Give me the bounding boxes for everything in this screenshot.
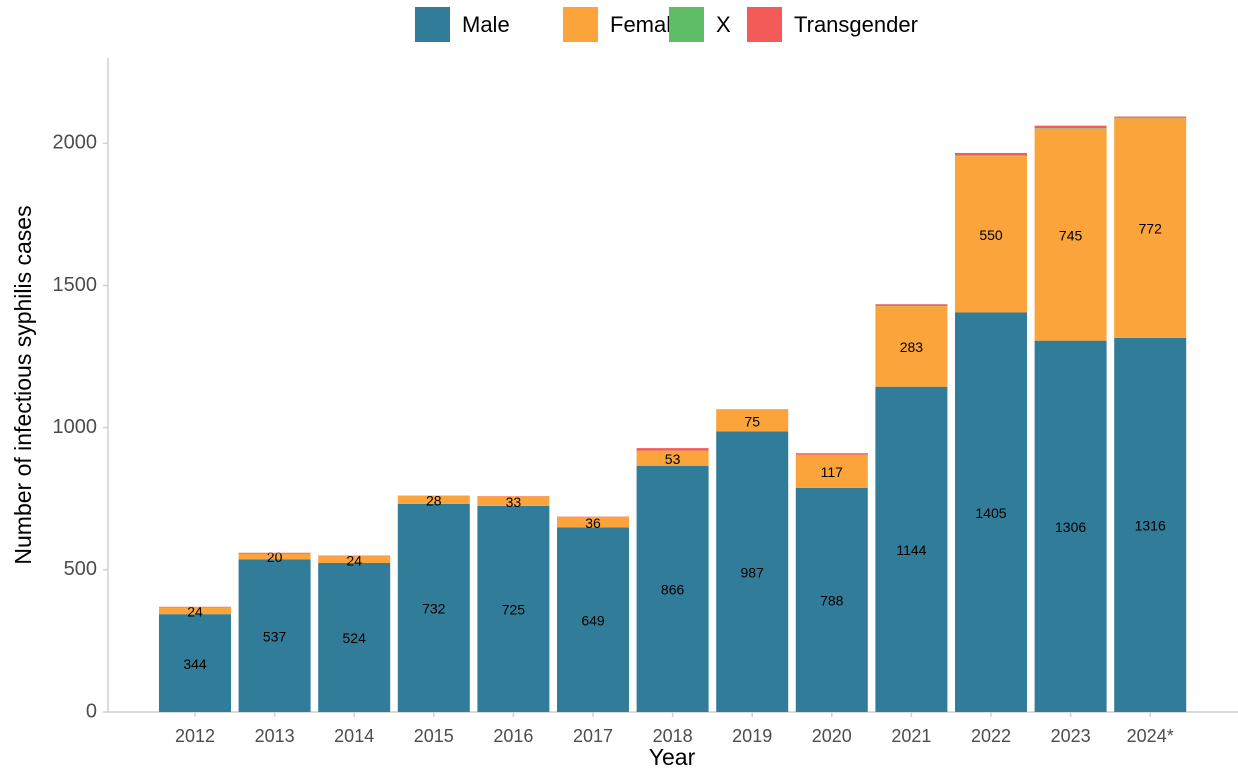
legend-label: X <box>716 12 731 37</box>
data-label: 772 <box>1139 221 1163 237</box>
legend-key <box>669 7 704 42</box>
data-label: 987 <box>741 564 765 580</box>
legend-key <box>563 7 598 42</box>
x-tick-label: 2019 <box>732 726 772 746</box>
data-label: 866 <box>661 582 685 598</box>
x-tick-label: 2024* <box>1127 726 1174 746</box>
x-tick-label: 2017 <box>573 726 613 746</box>
data-label: 53 <box>665 451 681 467</box>
data-label: 732 <box>422 601 446 617</box>
bar-segment <box>239 553 311 554</box>
data-label: 1316 <box>1135 518 1166 534</box>
y-axis-title: Number of infectious syphilis cases <box>10 205 36 564</box>
data-label: 550 <box>979 227 1003 243</box>
bar-segment <box>557 517 629 518</box>
legend-key <box>747 7 782 42</box>
x-tick-label: 2022 <box>971 726 1011 746</box>
data-label: 36 <box>585 515 601 531</box>
bar-segment <box>955 155 1027 156</box>
bar-segment <box>637 448 709 451</box>
bar-segment <box>716 409 788 410</box>
legend-label: Male <box>462 12 510 37</box>
x-tick-label: 2015 <box>414 726 454 746</box>
bar-segment <box>1114 117 1186 118</box>
data-label: 28 <box>426 493 442 509</box>
data-label: 1144 <box>896 542 926 558</box>
x-tick-label: 2014 <box>334 726 374 746</box>
data-label: 117 <box>821 464 844 480</box>
data-label: 725 <box>502 602 526 618</box>
data-label: 24 <box>187 603 203 619</box>
x-tick-label: 2018 <box>653 726 693 746</box>
x-tick-label: 2020 <box>812 726 852 746</box>
y-tick-label: 1000 <box>53 416 98 438</box>
bar-segment <box>1035 126 1107 129</box>
bar-segment <box>796 453 868 454</box>
legend-key <box>415 7 450 42</box>
y-tick-label: 2000 <box>53 132 98 154</box>
legend-label: Transgender <box>794 12 918 37</box>
bar-segment <box>1114 117 1186 118</box>
x-tick-label: 2021 <box>891 726 931 746</box>
data-label: 788 <box>820 593 844 609</box>
data-label: 1306 <box>1055 519 1086 535</box>
bar-segment <box>1035 128 1107 129</box>
bar-segment <box>318 556 390 557</box>
data-label: 649 <box>581 612 605 628</box>
bar-segment <box>955 153 1027 155</box>
data-label: 537 <box>263 628 287 644</box>
data-label: 20 <box>267 549 283 565</box>
data-label: 24 <box>346 552 362 568</box>
bar-segment <box>159 607 231 608</box>
x-axis-title: Year <box>649 744 696 770</box>
x-tick-label: 2013 <box>255 726 295 746</box>
data-label: 75 <box>744 413 760 429</box>
data-label: 283 <box>900 339 924 355</box>
x-tick-label: 2023 <box>1051 726 1091 746</box>
x-tick-label: 2016 <box>493 726 533 746</box>
y-tick-label: 1500 <box>53 274 98 296</box>
bar-segment <box>875 304 947 306</box>
data-label: 1405 <box>975 505 1006 521</box>
x-tick-label: 2012 <box>175 726 215 746</box>
y-tick-label: 500 <box>64 558 97 580</box>
data-label: 745 <box>1059 227 1083 243</box>
data-label: 524 <box>343 630 367 646</box>
data-label: 344 <box>183 656 207 672</box>
y-tick-label: 0 <box>86 700 97 722</box>
